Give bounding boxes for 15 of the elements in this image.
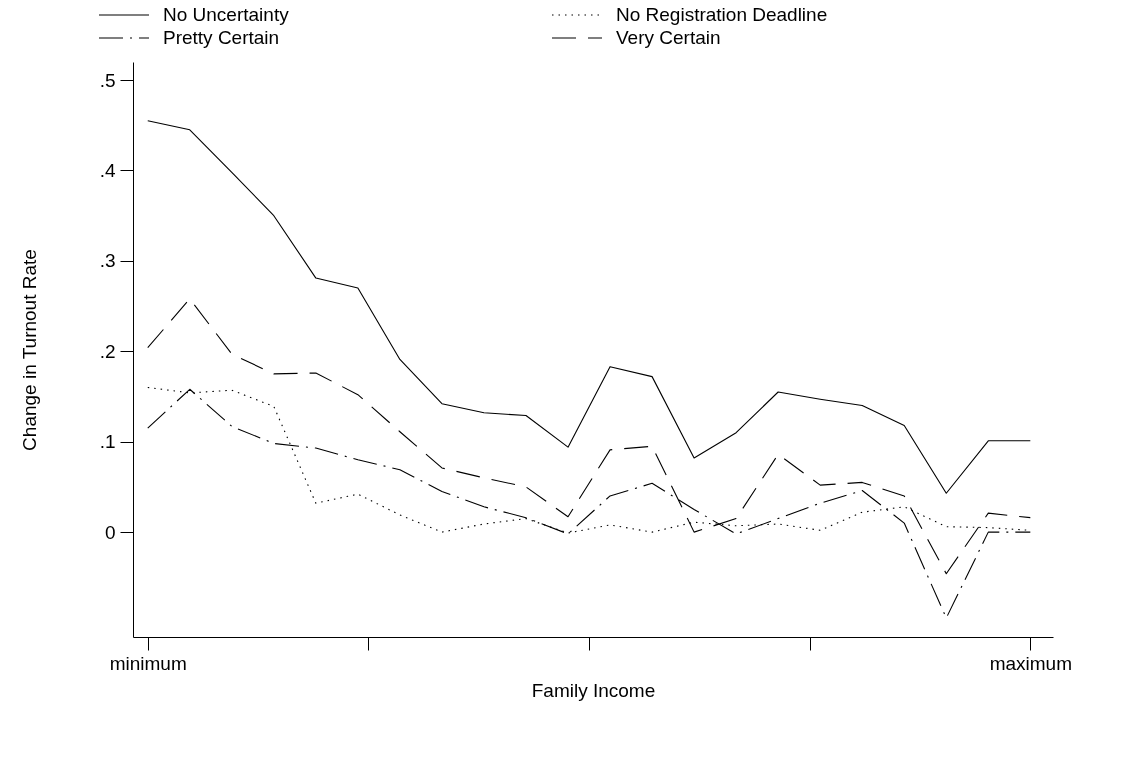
y-axis-title: Change in Turnout Rate — [18, 249, 40, 451]
y-tick-label: .4 — [99, 159, 116, 181]
x-tick-label: minimum — [109, 652, 187, 674]
x-tick-label: maximum — [989, 652, 1072, 674]
x-axis-title: Family Income — [531, 679, 656, 701]
legend-label: No Registration Deadline — [616, 4, 828, 25]
y-tick-label: .5 — [99, 69, 116, 91]
line-series — [147, 120, 1031, 494]
y-tick-label: .3 — [99, 250, 116, 272]
y-tick-label: 0 — [104, 521, 116, 543]
y-tick-label: .2 — [99, 340, 116, 362]
legend-label: Very Certain — [616, 27, 721, 48]
legend-label: No Uncertainty — [163, 4, 290, 25]
y-tick-label: .1 — [99, 431, 116, 453]
legend-label: Pretty Certain — [163, 27, 280, 48]
